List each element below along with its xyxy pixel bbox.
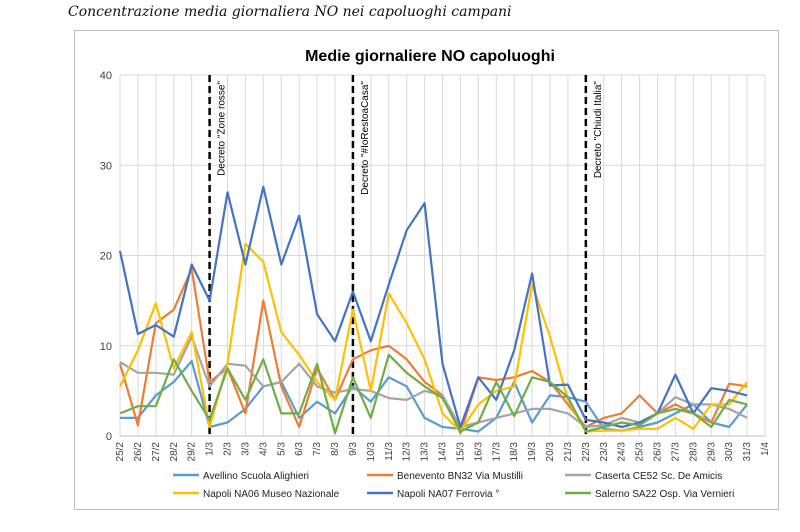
x-tick-label: 10/3 [366,442,377,462]
x-tick-label: 29/3 [706,442,717,462]
x-tick-label: 9/3 [348,442,359,456]
y-tick-label: 10 [100,341,112,353]
x-tick-label: 25/3 [635,442,646,462]
x-tick-label: 30/3 [724,442,735,462]
x-tick-label: 3/3 [240,442,251,456]
x-tick-label: 26/2 [133,442,144,462]
legend-label: Benevento BN32 Via Mustilli [397,471,523,482]
x-tick-label: 13/3 [420,442,431,462]
line-chart: Medie giornaliere NO capoluoghi 0 10 20 30 4… [100,48,771,500]
x-tick-label: 29/2 [187,442,198,462]
legend-label: Avellino Scuola Alighieri [203,471,309,482]
legend-item: Salerno SA22 Osp. Via Vernieri [565,489,734,500]
x-tick-label: 23/3 [599,442,610,462]
x-tick-label: 15/3 [455,442,466,462]
y-tick-label: 20 [100,251,112,263]
legend-item: Napoli NA06 Museo Nazionale [173,489,340,500]
series-line-4 [118,185,748,429]
legend-item: Caserta CE52 Sc. De Amicis [565,471,722,482]
x-tick-label: 26/3 [653,442,664,462]
chart-title: Medie giornaliere NO capoluoghi [305,48,555,65]
y-tick-label: 0 [106,431,112,443]
y-tick-label: 40 [100,70,112,82]
x-tick-label: 6/3 [294,442,305,456]
document-caption: Concentrazione media giornaliera NO nei … [68,4,512,20]
x-tick-label: 31/3 [742,442,753,462]
legend: Avellino Scuola Alighieri Benevento BN32 … [173,471,734,500]
chart-frame: Medie giornaliere NO capoluoghi 0 10 20 30 4… [74,30,779,510]
x-tick-label: 12/3 [402,442,413,462]
series-lines [118,185,748,435]
x-tick-label: 1/3 [205,442,216,456]
x-tick-label: 4/3 [258,442,269,456]
x-tick-label: 21/3 [563,442,574,462]
legend-item: Napoli NA07 Ferrovia ° [367,489,499,500]
x-tick-label: 14/3 [438,442,449,462]
annotation-label: Decreto "#IoRestoaCasa" [360,81,371,195]
axes: 0 10 20 30 40 25/2 26/2 27/2 28/2 29/2 1/3 2/3 3/3 4/… [100,70,771,461]
x-tick-label: 27/3 [670,442,681,462]
x-tick-label: 8/3 [330,442,341,456]
y-tick-label: 30 [100,160,112,172]
x-tick-label: 28/3 [688,442,699,462]
annotation-label: Decreto "Chiudi Italia" [593,81,604,179]
x-tick-label: 5/3 [276,442,287,456]
x-tick-label: 11/3 [384,442,395,461]
grid-lines [119,74,766,437]
x-tick-label: 25/2 [115,442,126,462]
x-tick-label: 28/2 [169,442,180,462]
x-tick-label: 7/3 [312,442,323,456]
x-tick-label: 22/3 [581,442,592,462]
series-line-5 [119,353,748,435]
legend-label: Caserta CE52 Sc. De Amicis [595,471,722,482]
x-tick-label: 20/3 [545,442,556,462]
x-tick-label: 19/3 [527,442,538,462]
legend-item: Avellino Scuola Alighieri [173,471,309,482]
x-tick-label: 18/3 [509,442,520,462]
x-tick-label: 27/2 [151,442,162,462]
legend-label: Napoli NA07 Ferrovia ° [397,489,499,500]
series-line-0 [120,360,748,433]
x-tick-label: 1/4 [760,442,771,456]
legend-item: Benevento BN32 Via Mustilli [367,471,523,482]
legend-label: Salerno SA22 Osp. Via Vernieri [595,489,734,500]
x-tick-label: 16/3 [473,442,484,462]
x-tick-label: 2/3 [223,442,234,456]
annotation-label: Decreto "Zone rosse" [217,81,228,176]
x-tick-label: 24/3 [617,442,628,462]
x-tick-label: 17/3 [491,442,502,462]
legend-label: Napoli NA06 Museo Nazionale [203,489,340,500]
